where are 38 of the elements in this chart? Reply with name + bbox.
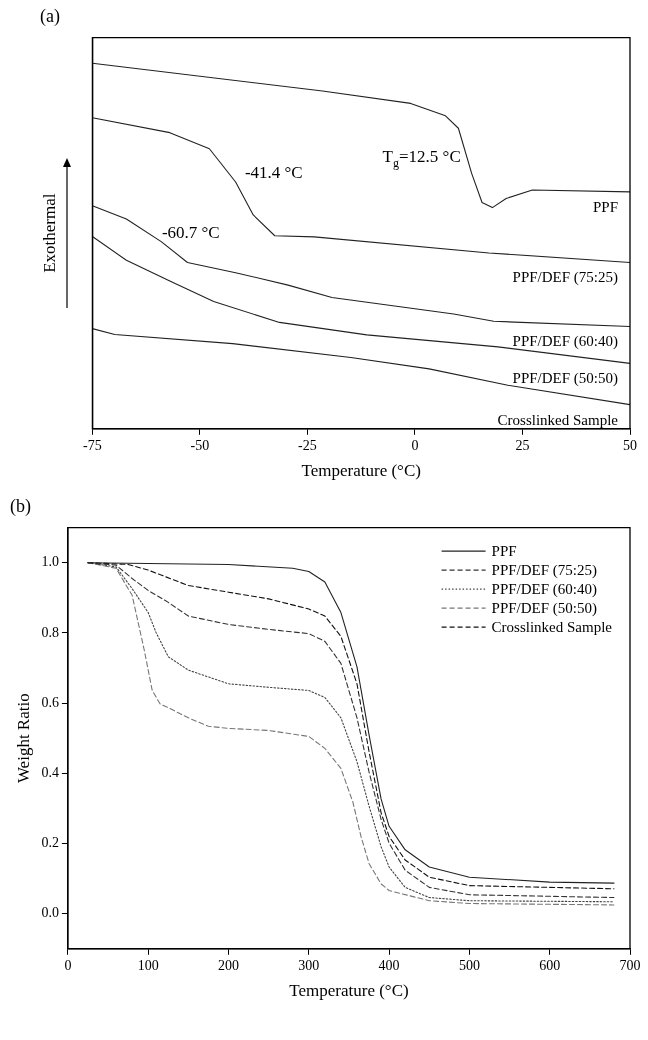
y-axis-title: Exothermal bbox=[39, 193, 59, 273]
legend-label: PPF/DEF (50:50) bbox=[491, 600, 598, 618]
series-label: PPF bbox=[592, 198, 618, 215]
chart-title: (b) bbox=[10, 495, 31, 517]
x-tick-label: -75 bbox=[83, 437, 102, 453]
annotation: -41.4 °C bbox=[244, 163, 303, 183]
y-tick-label: 0.6 bbox=[41, 694, 59, 710]
y-tick-label: 1.0 bbox=[41, 554, 59, 570]
x-tick-label: 50 bbox=[623, 437, 637, 453]
legend-label: PPF/DEF (60:40) bbox=[491, 581, 598, 599]
x-axis-title: Temperature (°C) bbox=[301, 461, 421, 481]
series-label: PPF/DEF (50:50) bbox=[512, 370, 619, 388]
y-tick-label: 0.8 bbox=[41, 624, 59, 640]
x-tick-label: 700 bbox=[619, 957, 641, 973]
chart-title: (a) bbox=[40, 5, 60, 27]
series-label: Crosslinked Sample bbox=[497, 411, 619, 428]
series-label: PPF/DEF (60:40) bbox=[512, 333, 619, 351]
x-tick-label: 0 bbox=[411, 437, 419, 453]
x-tick-label: 100 bbox=[137, 957, 159, 973]
x-tick-label: 400 bbox=[378, 957, 400, 973]
y-axis-title: Weight Ratio bbox=[13, 693, 33, 784]
legend-label: Crosslinked Sample bbox=[491, 619, 613, 636]
x-tick-label: 0 bbox=[64, 957, 72, 973]
x-tick-label: 25 bbox=[515, 437, 530, 453]
series-label: PPF/DEF (75:25) bbox=[512, 269, 619, 287]
x-tick-label: 600 bbox=[539, 957, 561, 973]
y-tick-label: 0.2 bbox=[41, 835, 59, 851]
y-tick-label: 0.4 bbox=[41, 764, 59, 780]
annotation: -60.7 °C bbox=[161, 222, 220, 242]
x-tick-label: -50 bbox=[190, 437, 210, 453]
x-tick-label: 500 bbox=[458, 957, 480, 973]
x-tick-label: -25 bbox=[298, 437, 317, 453]
x-tick-label: 300 bbox=[298, 957, 320, 973]
x-axis-title: Temperature (°C) bbox=[289, 981, 409, 1001]
x-tick-label: 200 bbox=[218, 957, 239, 973]
legend-label: PPF/DEF (75:25) bbox=[491, 562, 598, 580]
legend-label: PPF bbox=[491, 543, 517, 560]
y-tick-label: 0.0 bbox=[41, 905, 59, 921]
